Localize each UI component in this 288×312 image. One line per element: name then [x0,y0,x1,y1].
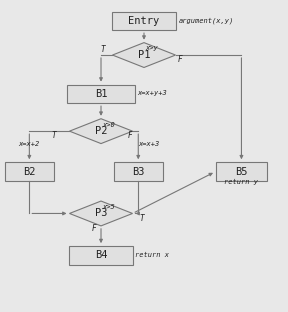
Text: x>5: x>5 [103,204,115,210]
FancyBboxPatch shape [114,162,163,181]
Polygon shape [69,201,132,226]
Text: x=x+y+3: x=x+y+3 [137,90,166,96]
FancyBboxPatch shape [67,85,135,103]
Text: T: T [100,45,105,54]
FancyBboxPatch shape [69,246,132,265]
Text: T: T [51,131,56,140]
Text: B5: B5 [235,167,248,177]
Text: x=x+3: x=x+3 [138,141,160,147]
FancyBboxPatch shape [216,162,267,181]
FancyBboxPatch shape [5,162,54,181]
Text: T: T [139,214,144,223]
Text: F: F [92,224,96,232]
Text: B3: B3 [132,167,145,177]
Text: x=x+2: x=x+2 [19,141,40,147]
Text: F: F [177,55,182,64]
Text: B4: B4 [95,251,107,261]
FancyBboxPatch shape [113,12,175,30]
Text: return y: return y [224,179,258,185]
Text: B1: B1 [95,89,107,99]
Text: x>0: x>0 [103,122,115,128]
Text: P3: P3 [95,208,107,218]
Text: P2: P2 [95,126,107,136]
Text: F: F [128,131,132,140]
Text: B2: B2 [23,167,36,177]
Polygon shape [69,119,132,144]
Text: Entry: Entry [128,16,160,26]
Text: argument(x,y): argument(x,y) [178,17,234,24]
Text: x>y: x>y [145,45,158,51]
Polygon shape [113,43,175,67]
Text: P1: P1 [138,50,150,60]
Text: return x: return x [135,252,169,258]
